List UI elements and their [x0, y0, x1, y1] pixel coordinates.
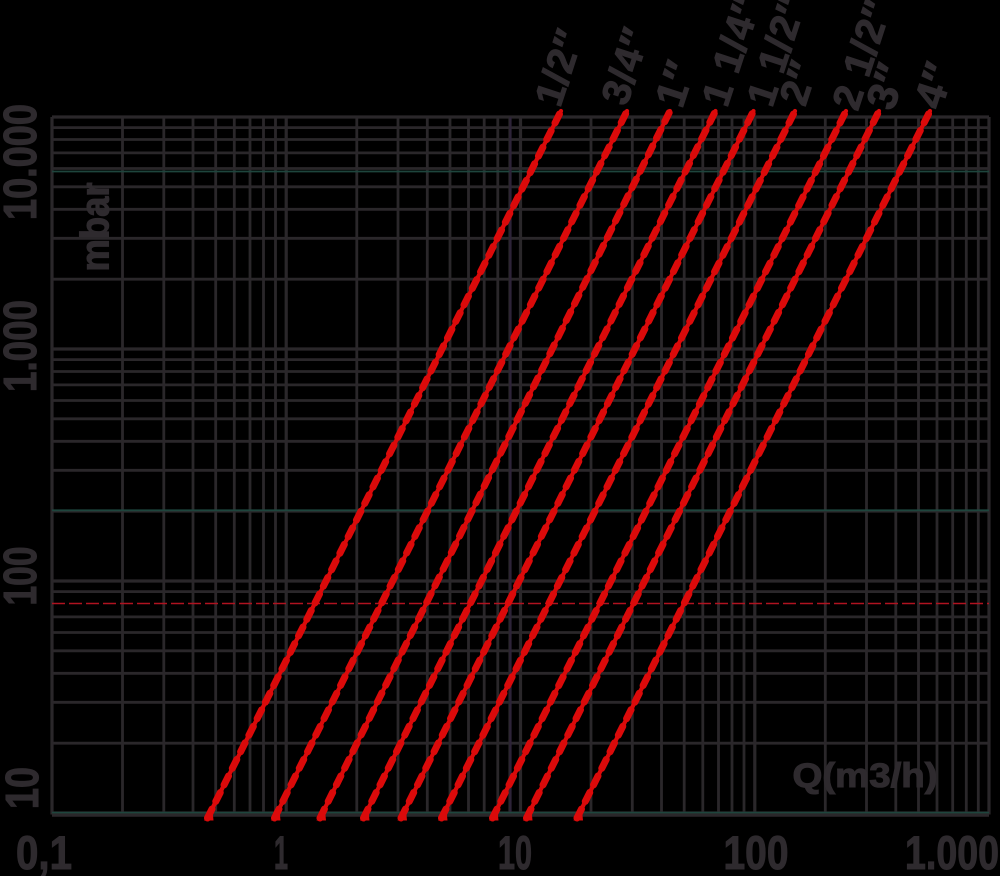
svg-text:10.000: 10.000 — [0, 104, 46, 220]
svg-text:Q(m3/h): Q(m3/h) — [793, 757, 938, 795]
svg-text:10: 10 — [498, 826, 532, 876]
svg-text:1: 1 — [274, 826, 288, 876]
svg-text:100: 100 — [724, 826, 789, 876]
svg-text:10: 10 — [0, 767, 48, 809]
svg-text:100: 100 — [0, 547, 46, 606]
svg-text:mbar: mbar — [74, 183, 118, 272]
svg-text:1.000: 1.000 — [905, 826, 999, 876]
svg-text:1.000: 1.000 — [0, 300, 46, 392]
svg-text:0,1: 0,1 — [16, 826, 72, 876]
